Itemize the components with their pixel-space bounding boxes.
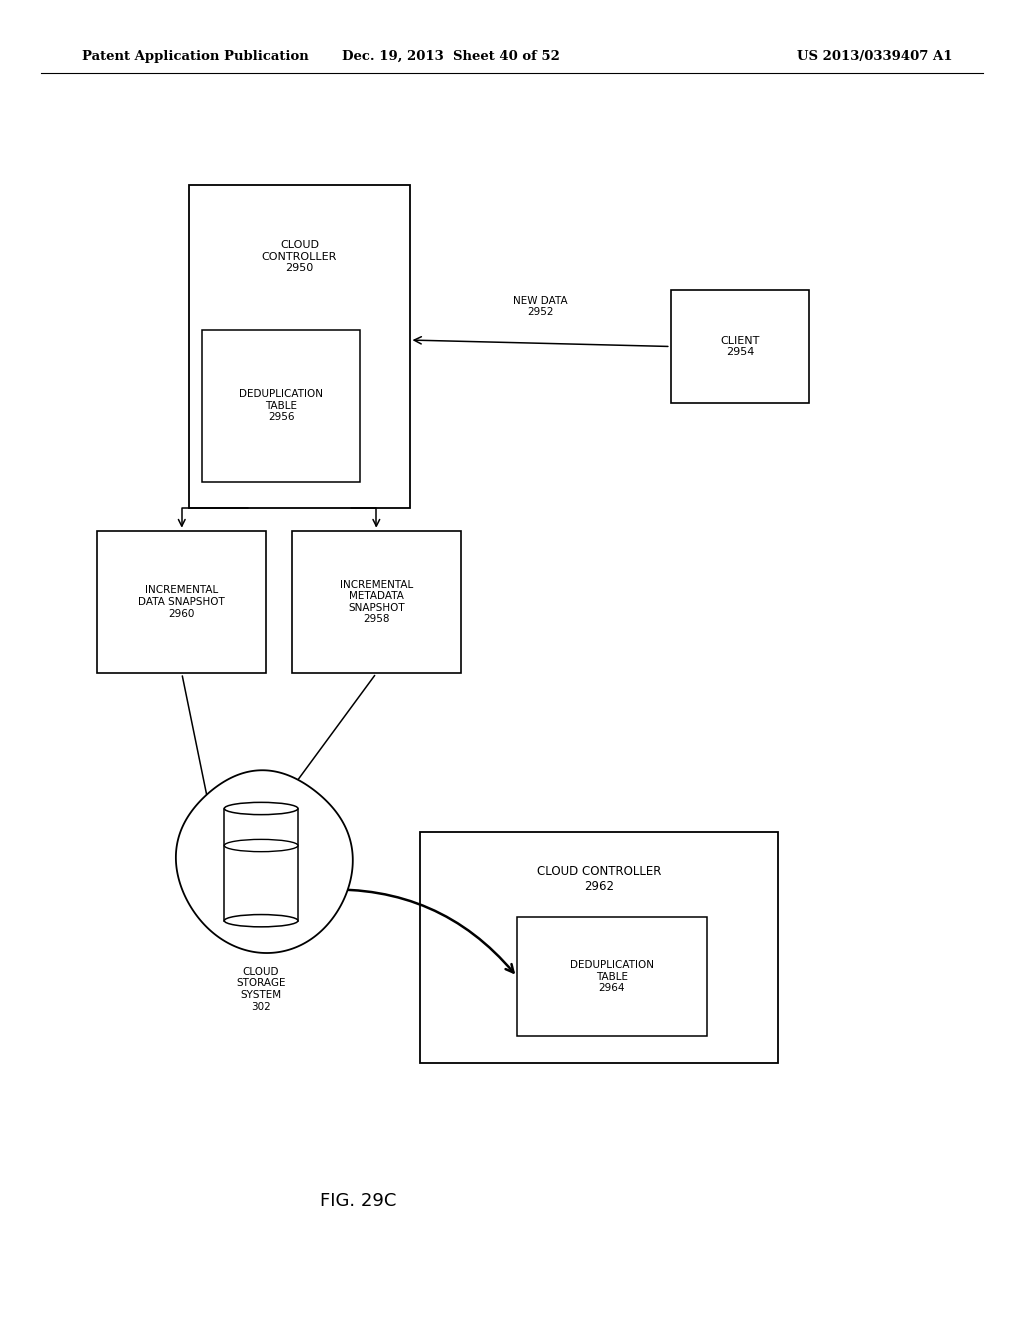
Bar bbox=[224, 808, 298, 921]
Bar bbox=[292, 531, 461, 673]
Bar bbox=[671, 290, 809, 403]
Text: FIG. 29C: FIG. 29C bbox=[321, 1192, 396, 1210]
Text: US 2013/0339407 A1: US 2013/0339407 A1 bbox=[797, 50, 952, 63]
Text: CLIENT
2954: CLIENT 2954 bbox=[720, 335, 760, 358]
Text: CLOUD CONTROLLER
2962: CLOUD CONTROLLER 2962 bbox=[537, 865, 662, 892]
Bar bbox=[97, 531, 266, 673]
Text: INCREMENTAL
METADATA
SNAPSHOT
2958: INCREMENTAL METADATA SNAPSHOT 2958 bbox=[340, 579, 413, 624]
Text: CLOUD
STORAGE
SYSTEM
302: CLOUD STORAGE SYSTEM 302 bbox=[237, 966, 286, 1011]
Text: DEDUPLICATION
TABLE
2956: DEDUPLICATION TABLE 2956 bbox=[239, 389, 324, 422]
Text: NEW DATA
2952: NEW DATA 2952 bbox=[513, 296, 567, 318]
PathPatch shape bbox=[176, 771, 353, 953]
Text: Patent Application Publication: Patent Application Publication bbox=[82, 50, 308, 63]
Text: CLOUD
CONTROLLER
2950: CLOUD CONTROLLER 2950 bbox=[262, 240, 337, 273]
Ellipse shape bbox=[224, 803, 298, 814]
Ellipse shape bbox=[224, 915, 298, 927]
Bar bbox=[189, 185, 410, 508]
Ellipse shape bbox=[224, 840, 298, 851]
Text: Dec. 19, 2013  Sheet 40 of 52: Dec. 19, 2013 Sheet 40 of 52 bbox=[342, 50, 559, 63]
Bar bbox=[202, 330, 360, 482]
Bar bbox=[517, 917, 707, 1036]
Text: INCREMENTAL
DATA SNAPSHOT
2960: INCREMENTAL DATA SNAPSHOT 2960 bbox=[138, 585, 225, 619]
Bar bbox=[420, 832, 778, 1063]
Text: DEDUPLICATION
TABLE
2964: DEDUPLICATION TABLE 2964 bbox=[569, 960, 654, 994]
